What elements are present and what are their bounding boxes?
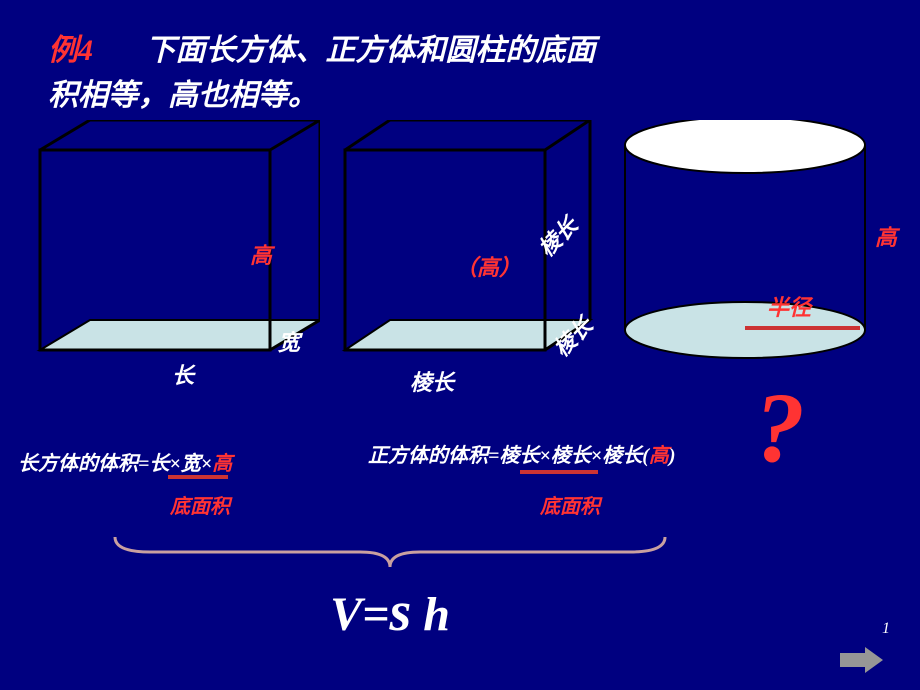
question-mark: ? [755,370,805,485]
cylinder-radius-label: 半径 [767,290,811,322]
nav-arrow-icon[interactable] [835,645,885,675]
cuboid-width-label: 宽 [278,325,300,357]
cylinder-height-label: 高 [875,220,897,252]
cuboid-shape: 高 宽 长 [20,120,320,380]
cube-formula: 正方体的体积=棱长×棱长×棱长(高) [368,439,676,468]
cube-edge-label-b: 棱长 [410,365,454,397]
base-label-2: 底面积 [540,490,600,519]
title-block: 例4 下面长方体、正方体和圆柱的底面 积相等，高也相等。 [48,28,880,118]
brace [110,532,670,572]
cuboid-height-label: 高 [250,238,272,270]
cylinder-svg [615,120,905,380]
title-text-2: 积相等，高也相等。 [48,79,318,112]
final-formula: V=s h [0,580,780,644]
cube-shape: 棱长 （高） 棱长 棱长 [335,120,595,380]
cylinder-shape: 高 半径 [615,120,885,380]
example-label: 例4 [48,34,93,67]
underline-1 [168,475,228,479]
title-text-1: 下面长方体、正方体和圆柱的底面 [101,34,596,67]
cuboid-length-label: 长 [172,358,194,390]
underline-2 [520,470,598,474]
cuboid-formula: 长方体的体积=长×宽×高 [18,447,232,476]
cuboid-svg [20,120,320,380]
base-label-1: 底面积 [170,490,230,519]
cube-height-paren: （高） [455,250,521,282]
slide-number: 1 [882,620,890,638]
